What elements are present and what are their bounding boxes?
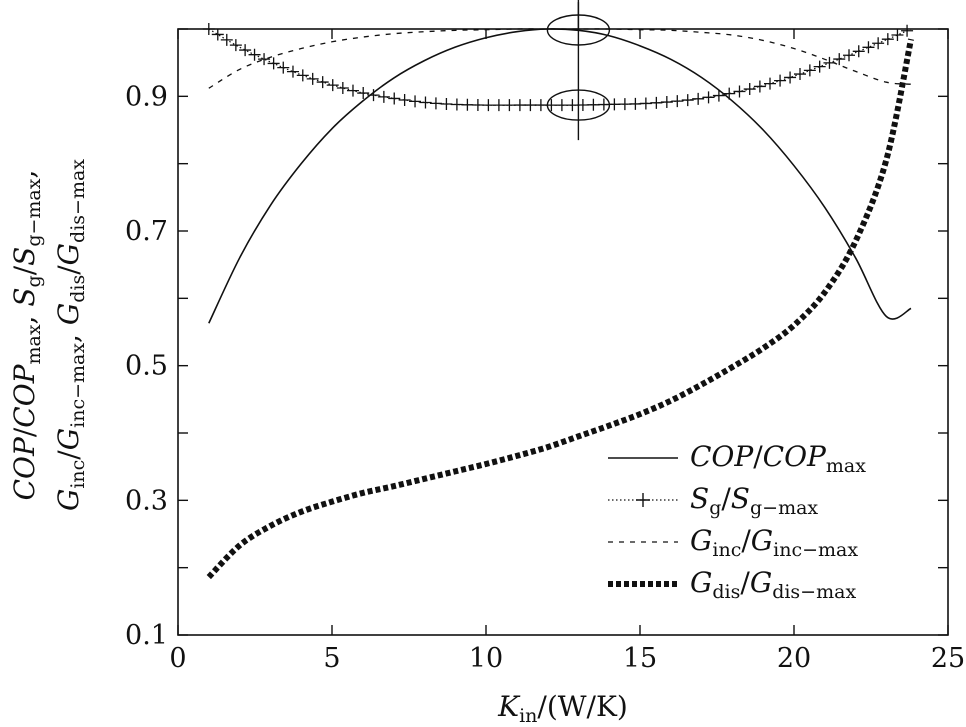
plus-marker [803,64,816,77]
plus-marker [440,97,453,110]
plus-marker [429,97,442,110]
plus-marker [503,99,516,112]
plus-marker [450,98,463,111]
plus-marker [712,89,725,102]
series-line-3 [206,38,914,580]
plus-marker [258,53,271,66]
series-line-2 [208,28,912,89]
plus-marker [891,28,904,41]
plus-marker [267,57,280,70]
legend-label-0: COP/COPmax [690,440,866,477]
plus-marker [702,91,715,104]
plus-marker [753,80,766,93]
plus-marker [852,45,865,58]
plus-marker [296,69,309,82]
plus-marker [743,83,756,96]
plus-marker [482,99,495,112]
plus-marker [723,87,736,100]
x-tick-label: 20 [777,643,811,674]
y-tick-label: 0.5 [125,351,168,382]
plus-marker [229,39,242,52]
plus-marker [336,81,349,94]
plus-marker [248,48,261,61]
svg-text:COP/COPmax, Sg/Sg−max,: COP/COPmax, Sg/Sg−max, [8,170,45,501]
plus-marker [618,98,631,111]
plus-marker [492,99,505,112]
plus-marker [660,96,673,109]
plus-marker [316,76,329,89]
plus-marker [629,97,642,110]
plus-marker [524,99,537,112]
plus-marker [326,79,339,92]
plus-marker [681,94,694,107]
plus-marker [587,98,600,111]
plus-marker [306,72,319,85]
plus-marker [784,71,797,84]
x-tick-label: 15 [623,643,657,674]
plus-marker [357,87,370,100]
plus-marker [409,95,422,108]
annotation-layer [546,0,611,141]
legend-label-1: Sg/Sg−max [690,482,818,519]
plus-marker [872,37,885,50]
plus-marker [608,98,621,111]
plus-marker [650,96,663,109]
x-tick-label: 10 [469,643,503,674]
svg-text:Ginc/Ginc−max, Gdis/Gdis−max: Ginc/Ginc−max, Gdis/Gdis−max [52,159,89,511]
plus-marker [346,84,359,97]
x-tick-label: 0 [169,643,186,674]
y-tick-label: 0.3 [125,485,168,516]
plus-marker [671,95,684,108]
legend-label-2: Ginc/Ginc−max [690,524,858,561]
plus-marker [211,28,224,41]
plus-marker [377,90,390,103]
plus-marker [367,89,380,102]
series-line-0 [208,28,912,324]
plus-marker [419,96,432,109]
plus-marker [555,99,568,112]
legend: COP/COPmax Sg/Sg−max Ginc/Ginc−max Gdis/Gdi… [608,440,866,603]
x-axis-label: Kin/(W/K) [497,690,628,727]
plus-marker [471,98,484,111]
plus-marker [597,98,610,111]
x-tick-label: 5 [323,643,340,674]
plus-marker [534,99,547,112]
plus-marker [813,60,826,73]
plus-marker [202,23,215,35]
plus-marker [794,68,807,81]
x-tick-label: 25 [931,643,965,674]
plus-marker [566,99,579,112]
y-tick-label: 0.9 [125,81,168,112]
plus-marker [843,49,856,62]
plus-marker [388,92,401,105]
plus-marker [639,97,652,110]
legend-plus-marker [636,493,650,507]
plus-marker [220,33,233,46]
plus-marker [764,77,777,90]
plus-marker [881,33,894,46]
plus-marker [286,65,299,78]
plus-marker [733,85,746,98]
plus-marker [398,93,411,106]
axis-tick-labels: 0 5 10 15 20 25 0.1 0.3 0.5 0.7 0.9 [125,81,965,674]
plus-marker [461,98,474,111]
y-tick-label: 0.1 [125,620,168,651]
plus-marker [833,53,846,66]
y-axis-label: COP/COPmax, Sg/Sg−max, Ginc/Ginc−max, Gd… [8,159,89,511]
plus-marker [901,24,914,37]
y-tick-label: 0.7 [125,216,168,247]
plus-marker [774,74,787,87]
series-layer [202,23,914,580]
legend-label-3: Gdis/Gdis−max [690,566,856,603]
plus-marker [277,61,290,74]
plus-marker [692,92,705,105]
plus-marker [239,44,252,57]
axis-ticks [177,28,949,636]
plus-marker [862,41,875,54]
plus-marker [513,99,526,112]
